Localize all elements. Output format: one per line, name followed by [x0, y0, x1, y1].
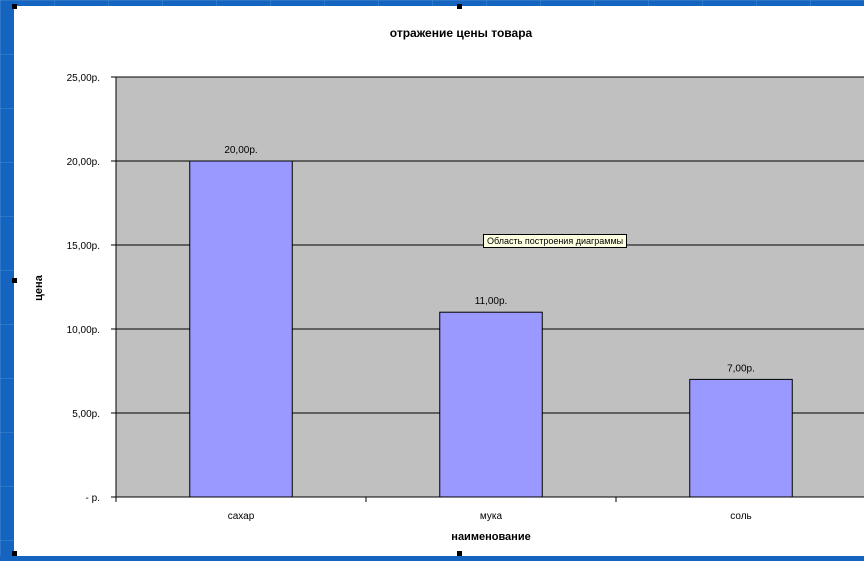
chart-title: отражение цены товара	[390, 26, 533, 40]
y-tick-label: 20,00р.	[67, 157, 100, 168]
y-axis-title: цена	[33, 274, 45, 301]
bar-2[interactable]	[439, 311, 543, 498]
y-tick-label: 25,00р.	[67, 73, 100, 84]
chart-area[interactable]: - р. 5,00р. 10,00р. 15,00р. 20,00р. 25,00р. 2…	[12, 4, 864, 556]
data-label: 20,00р.	[224, 145, 257, 156]
x-tick-label: соль	[730, 511, 752, 522]
y-tick-label: 15,00р.	[67, 241, 100, 252]
data-label: 11,00р.	[475, 296, 508, 307]
selection-handle[interactable]	[457, 4, 462, 9]
bar-3[interactable]	[689, 378, 793, 498]
x-tick-label: сахар	[228, 511, 255, 522]
y-tick-label: - р.	[86, 493, 100, 504]
y-tick-label: 10,00р.	[67, 325, 100, 336]
chart-tooltip: Область построения диаграммы	[483, 234, 628, 248]
bar-1[interactable]	[189, 160, 293, 498]
data-label: 7,00р.	[727, 363, 755, 374]
x-tick-label: мука	[480, 511, 503, 522]
y-tick-label: 5,00р.	[72, 409, 100, 420]
bar-chart[interactable]: - р. 5,00р. 10,00р. 15,00р. 20,00р. 25,00р. 2…	[14, 6, 864, 556]
selection-handle[interactable]	[12, 278, 17, 283]
selection-handle[interactable]	[12, 4, 17, 9]
x-axis-title: наименование	[451, 531, 530, 543]
selection-handle[interactable]	[457, 551, 462, 556]
selection-handle[interactable]	[12, 551, 17, 556]
